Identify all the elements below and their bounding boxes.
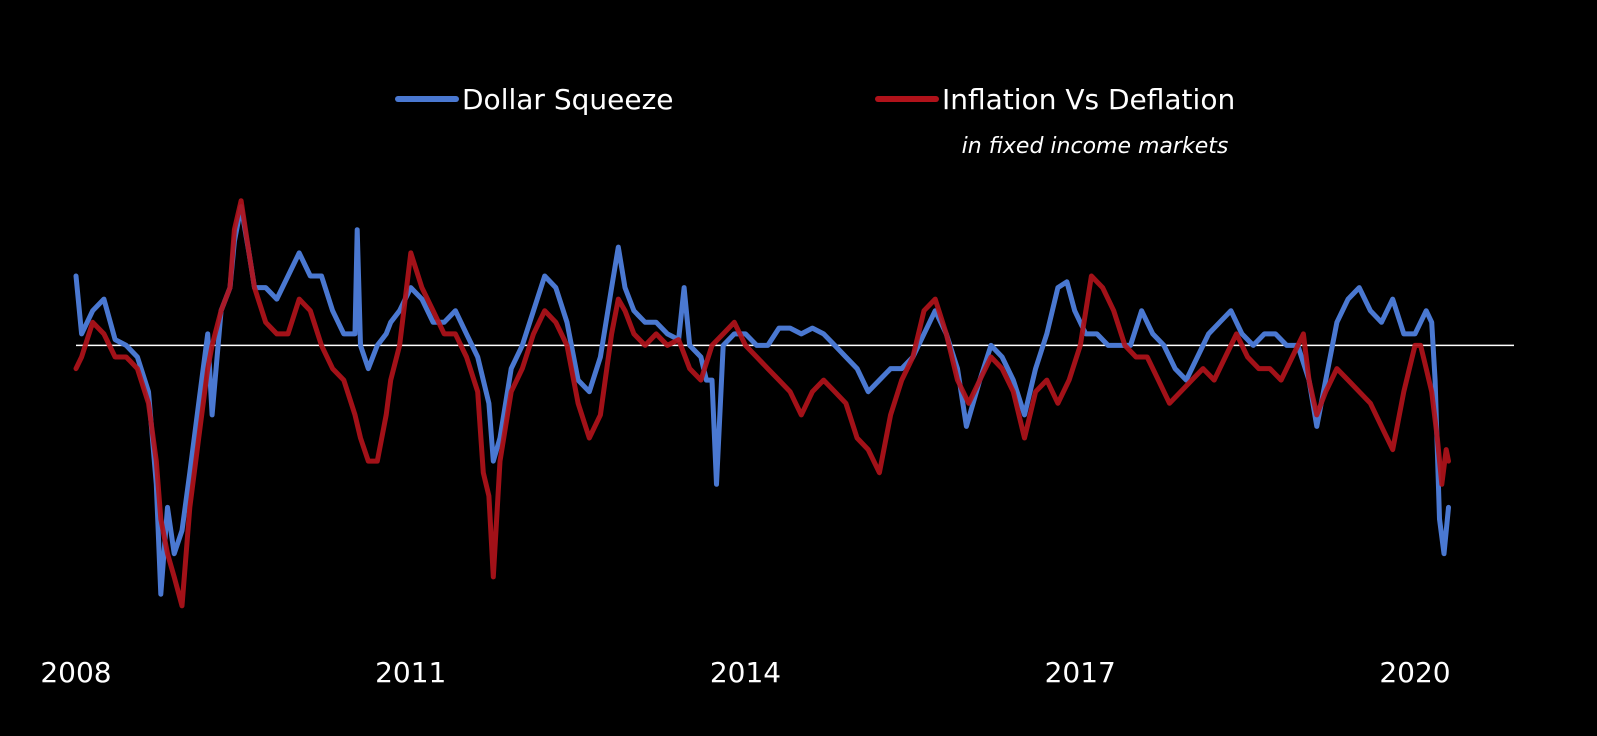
series-line-dollar-squeeze	[73, 204, 1451, 597]
x-tick-label-2008: 2008	[40, 656, 111, 689]
x-tick-label-2014: 2014	[710, 656, 781, 689]
legend-label-inflation-vs-deflation: Inflation Vs Deflation	[942, 83, 1235, 116]
series-line-inflation-vs-deflation	[73, 198, 1451, 609]
x-tick-label-2011: 2011	[375, 656, 446, 689]
x-tick-label-2017: 2017	[1045, 656, 1116, 689]
legend-subtitle-inflation-vs-deflation: in fixed income markets	[962, 134, 1229, 159]
series-layer	[73, 198, 1451, 609]
x-tick-label-2020: 2020	[1379, 656, 1450, 689]
x-axis-ticks: 2008 2011 2014 2017 2020	[40, 656, 1450, 689]
legend: Dollar Squeeze Inflation Vs Deflation in…	[395, 83, 1235, 159]
legend-label-dollar-squeeze: Dollar Squeeze	[462, 83, 674, 116]
